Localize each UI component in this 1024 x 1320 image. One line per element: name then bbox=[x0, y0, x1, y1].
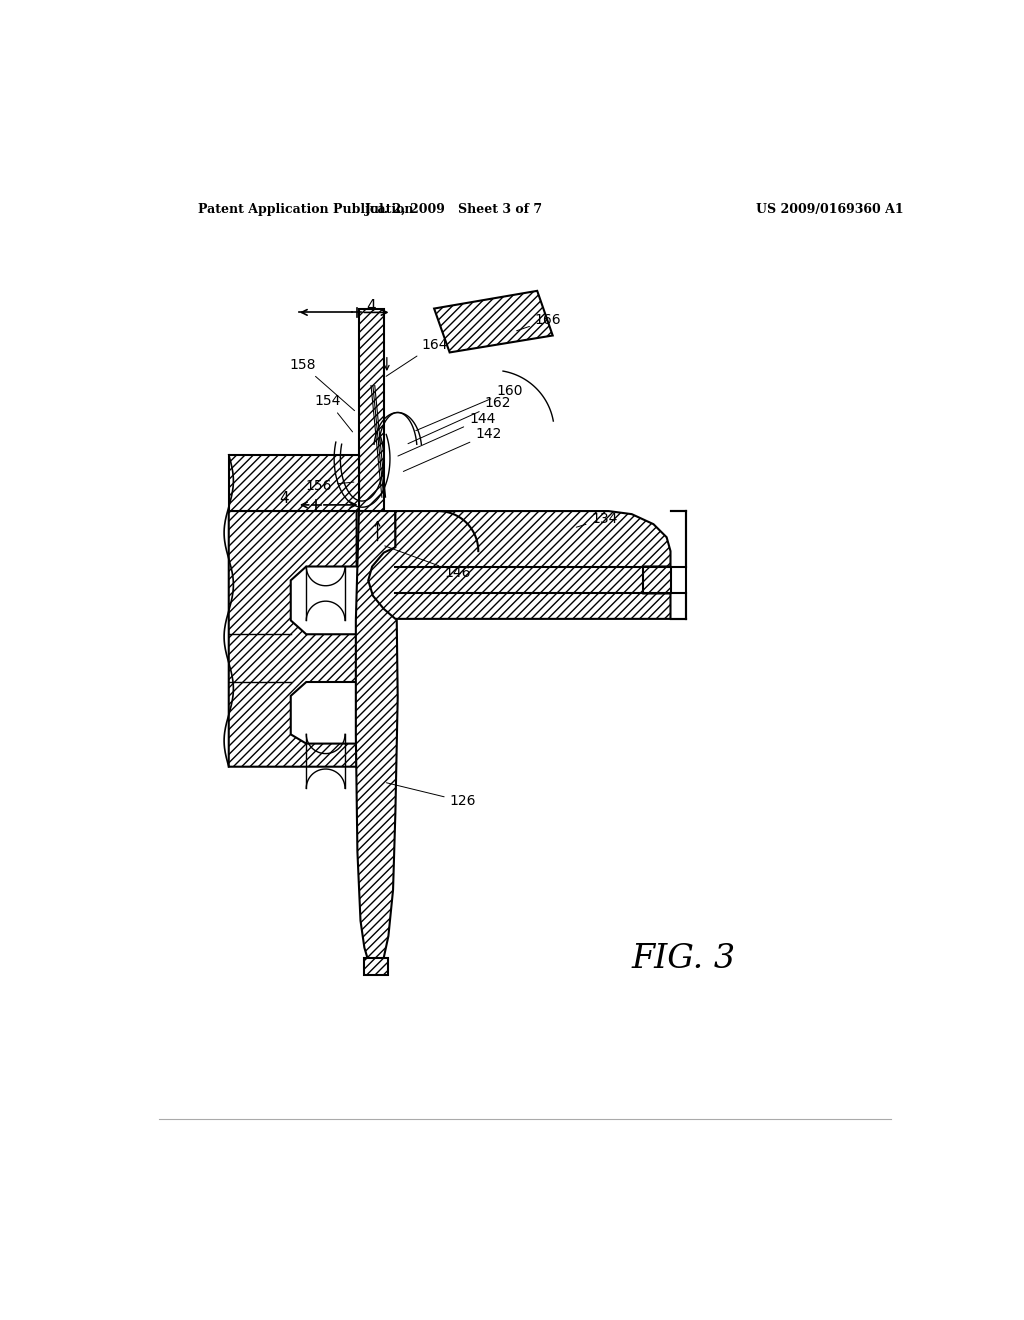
Text: 142: 142 bbox=[403, 428, 502, 471]
Polygon shape bbox=[643, 566, 671, 594]
Text: FIG. 3: FIG. 3 bbox=[632, 944, 736, 975]
Text: 134: 134 bbox=[577, 512, 617, 527]
Polygon shape bbox=[359, 309, 384, 511]
Text: 154: 154 bbox=[314, 393, 352, 432]
Text: 158: 158 bbox=[289, 358, 354, 411]
Text: Jul. 2, 2009   Sheet 3 of 7: Jul. 2, 2009 Sheet 3 of 7 bbox=[365, 203, 543, 216]
Polygon shape bbox=[356, 511, 397, 966]
Text: 162: 162 bbox=[408, 396, 511, 444]
Text: 160: 160 bbox=[416, 384, 522, 430]
Text: 156: 156 bbox=[305, 479, 354, 492]
Polygon shape bbox=[369, 511, 671, 619]
Text: 4: 4 bbox=[279, 491, 289, 507]
Polygon shape bbox=[434, 290, 553, 352]
Text: 144: 144 bbox=[398, 412, 496, 455]
Text: 126: 126 bbox=[386, 783, 476, 808]
Text: 166: 166 bbox=[516, 313, 561, 331]
Text: Patent Application Publication: Patent Application Publication bbox=[198, 203, 414, 216]
Polygon shape bbox=[365, 958, 388, 974]
Text: 4: 4 bbox=[366, 298, 376, 314]
Text: 164: 164 bbox=[386, 338, 447, 376]
Text: 146: 146 bbox=[385, 546, 471, 579]
Text: US 2009/0169360 A1: US 2009/0169360 A1 bbox=[756, 203, 903, 216]
Polygon shape bbox=[228, 511, 356, 767]
Polygon shape bbox=[228, 455, 359, 511]
